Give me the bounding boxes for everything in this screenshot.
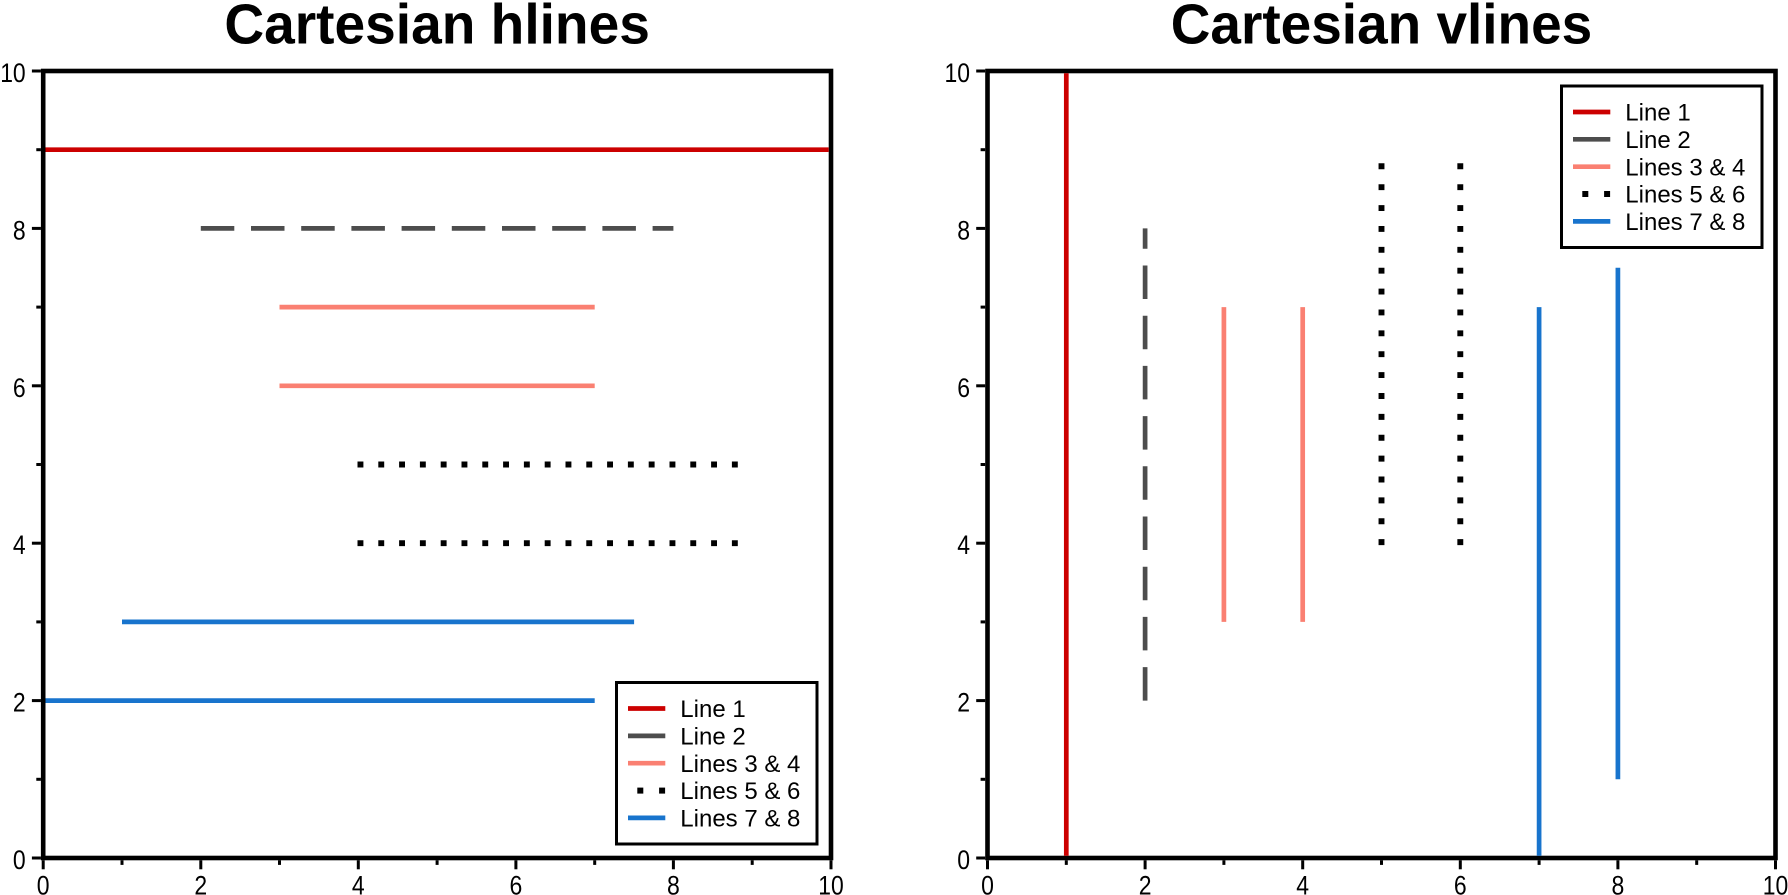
svg-text:Line 2: Line 2 <box>1625 127 1690 154</box>
svg-text:6: 6 <box>957 373 970 403</box>
svg-text:2: 2 <box>957 688 970 718</box>
svg-text:10: 10 <box>1763 871 1788 895</box>
svg-text:0: 0 <box>13 845 26 875</box>
svg-text:2: 2 <box>13 688 26 718</box>
svg-text:0: 0 <box>957 845 970 875</box>
svg-text:2: 2 <box>194 871 207 895</box>
svg-text:Lines 5 & 6: Lines 5 & 6 <box>1625 182 1745 209</box>
svg-text:Lines 7 & 8: Lines 7 & 8 <box>680 806 800 833</box>
svg-text:0: 0 <box>37 871 50 895</box>
svg-text:Line 1: Line 1 <box>680 696 745 723</box>
svg-text:10: 10 <box>0 58 26 88</box>
svg-text:2: 2 <box>1139 871 1152 895</box>
svg-text:Lines 5 & 6: Lines 5 & 6 <box>680 778 800 805</box>
svg-text:8: 8 <box>957 215 970 245</box>
svg-text:Line 2: Line 2 <box>680 724 745 751</box>
svg-text:4: 4 <box>957 530 970 560</box>
svg-text:10: 10 <box>818 871 844 895</box>
svg-text:Lines 7 & 8: Lines 7 & 8 <box>1625 209 1745 236</box>
svg-text:8: 8 <box>13 215 26 245</box>
svg-text:10: 10 <box>945 58 971 88</box>
svg-text:4: 4 <box>352 871 365 895</box>
svg-text:6: 6 <box>1454 871 1467 895</box>
svg-text:6: 6 <box>13 373 26 403</box>
svg-text:0: 0 <box>981 871 994 895</box>
svg-text:Line 1: Line 1 <box>1625 100 1690 127</box>
svg-text:6: 6 <box>510 871 523 895</box>
svg-text:Lines 3 & 4: Lines 3 & 4 <box>680 751 800 778</box>
svg-text:Cartesian vlines: Cartesian vlines <box>1171 0 1593 56</box>
svg-text:8: 8 <box>667 871 680 895</box>
svg-text:4: 4 <box>1296 871 1309 895</box>
svg-text:4: 4 <box>13 530 26 560</box>
svg-text:Lines 3 & 4: Lines 3 & 4 <box>1625 154 1745 181</box>
svg-text:8: 8 <box>1612 871 1625 895</box>
svg-text:Cartesian hlines: Cartesian hlines <box>224 0 650 56</box>
